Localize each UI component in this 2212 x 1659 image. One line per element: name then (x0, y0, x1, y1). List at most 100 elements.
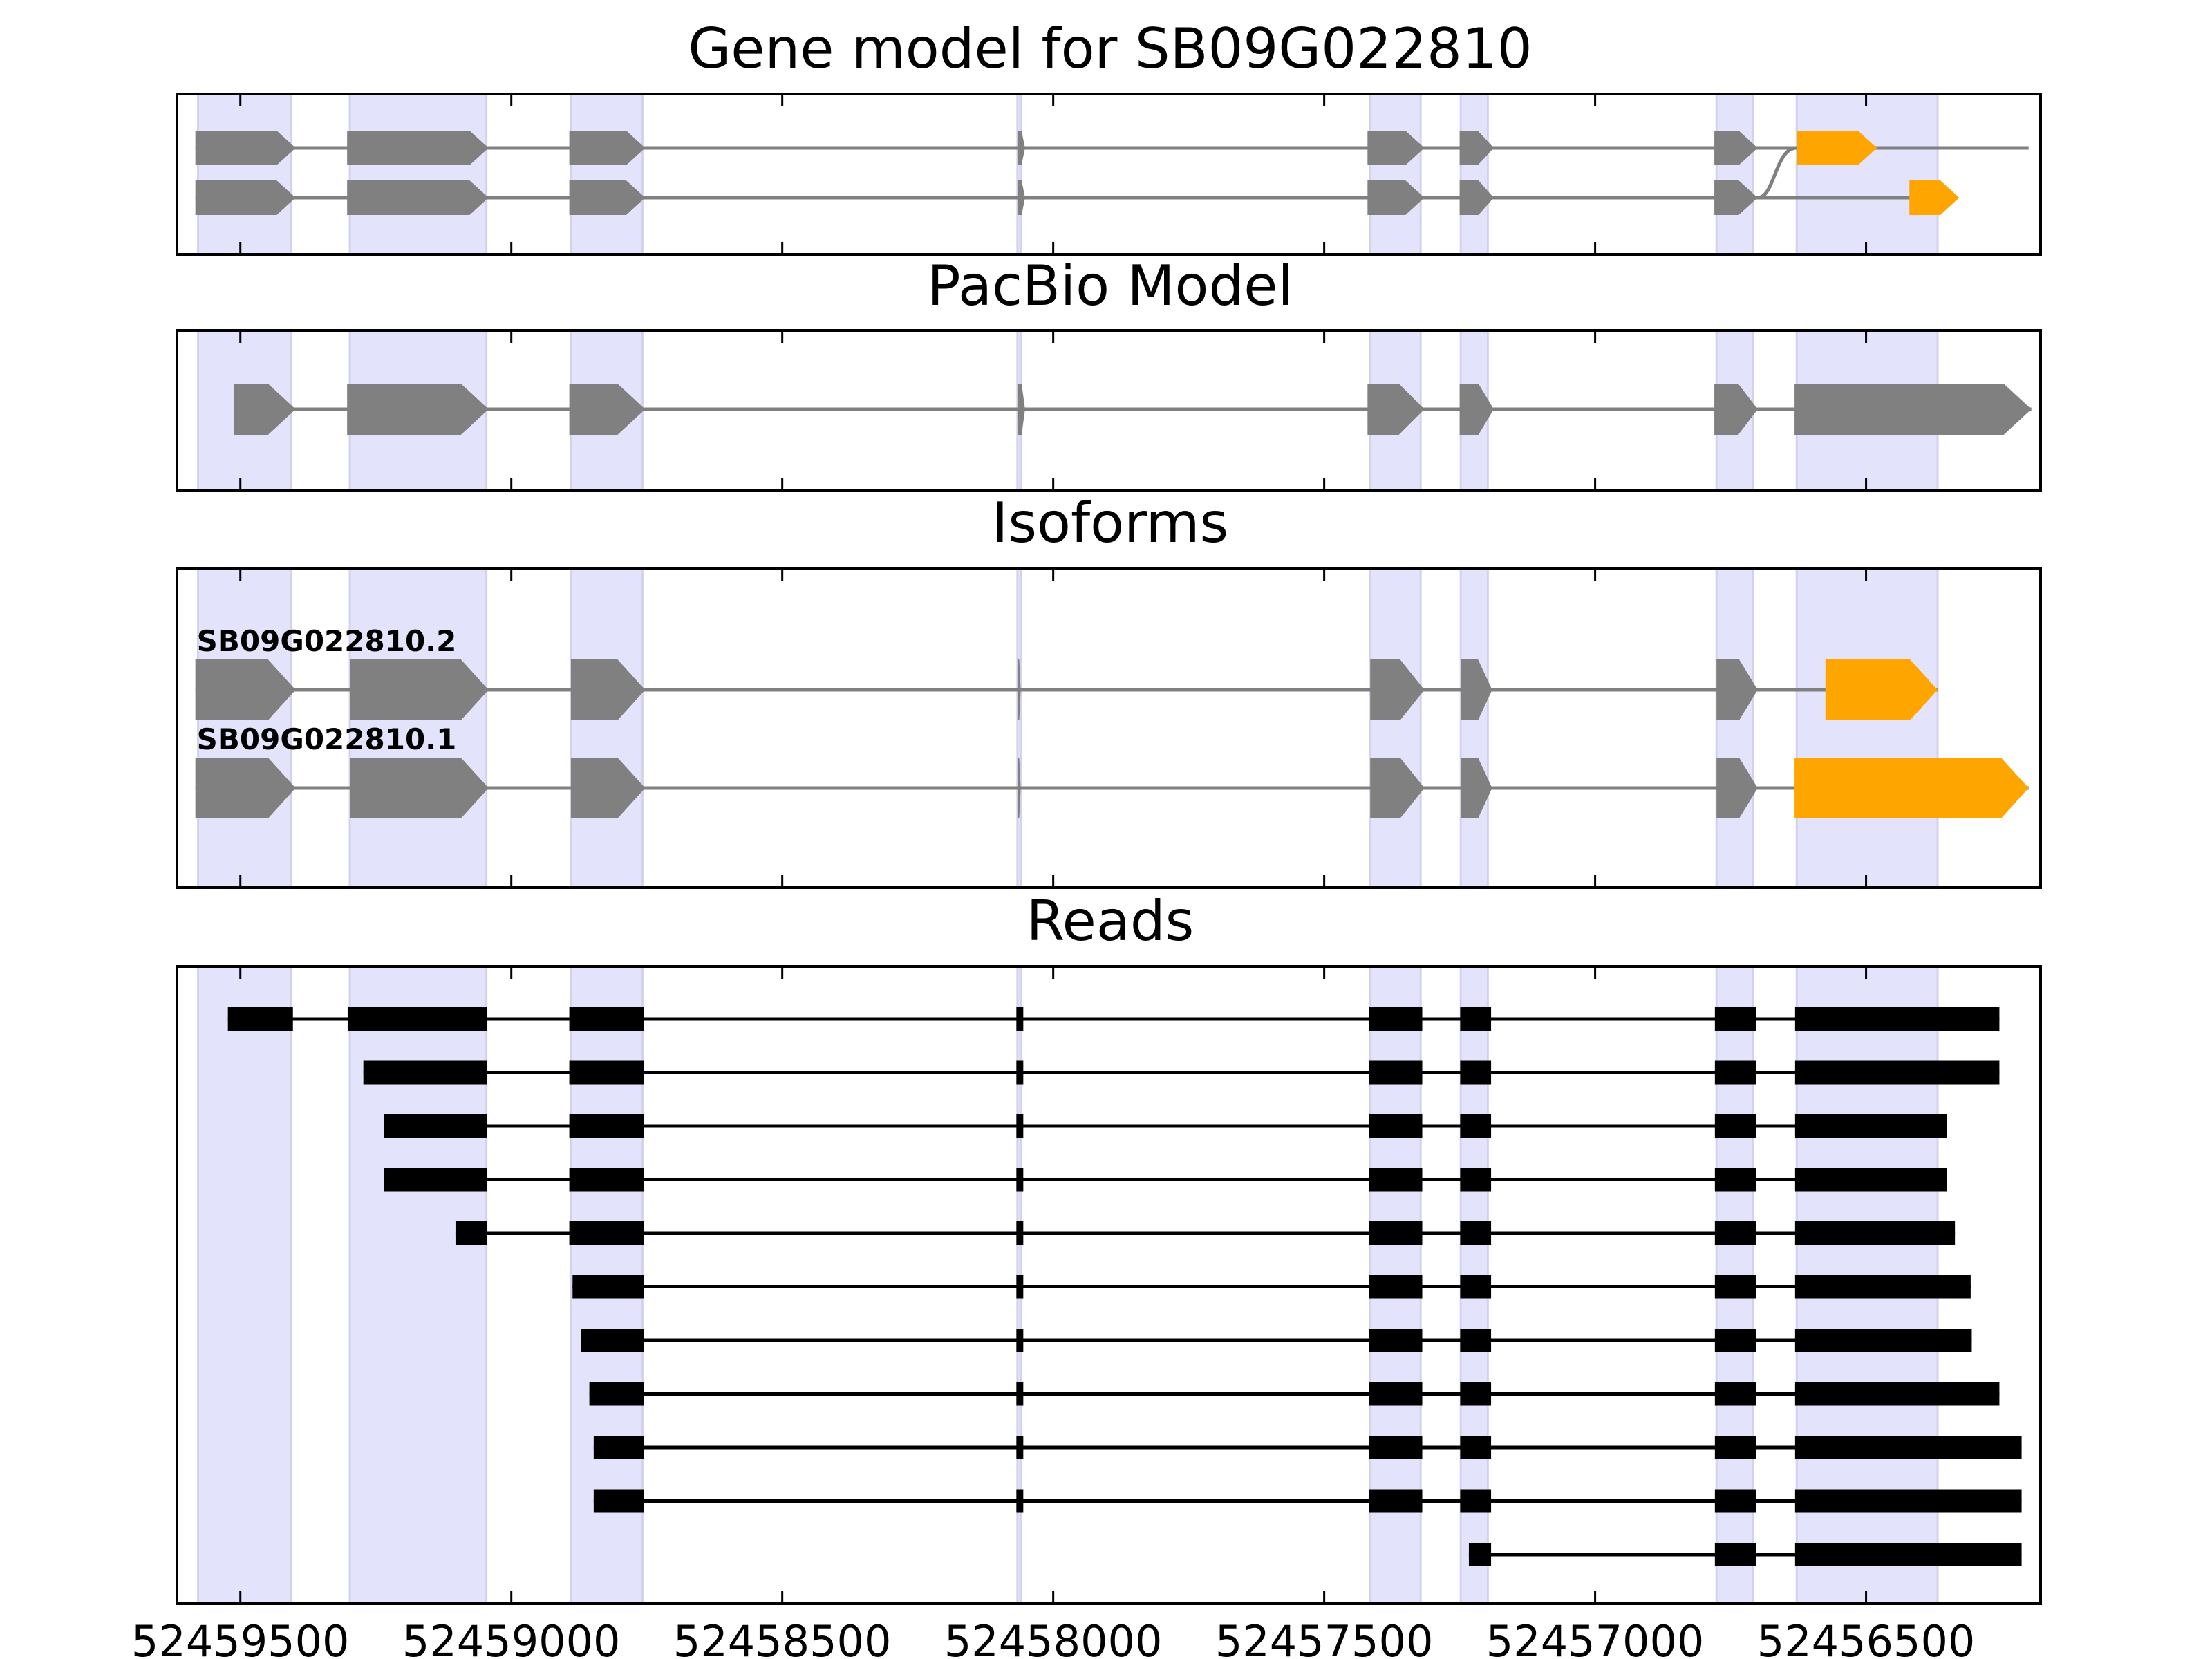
pacbio-transcripts (234, 384, 2032, 435)
read-block (1460, 1275, 1492, 1299)
x-tick-label: 52457000 (1486, 1616, 1705, 1659)
x-tick-label: 52459000 (402, 1616, 621, 1659)
cds-exon (1367, 131, 1425, 165)
utr-exon (1797, 131, 1877, 165)
cds-exon (569, 180, 646, 215)
cds-exon (195, 659, 296, 720)
read-block (569, 1221, 644, 1245)
read-block (572, 1275, 644, 1299)
exon-highlight-band (348, 567, 488, 889)
utr-exon (1825, 659, 1938, 720)
exon-highlight-band (348, 93, 488, 256)
read-block (1714, 1382, 1756, 1406)
isoform-label: SB09G022810.1 (197, 722, 457, 756)
read-block (1794, 1221, 1956, 1245)
cds-exon (1794, 384, 2032, 435)
cds-exon (1370, 659, 1425, 720)
isoforms-panel: SB09G022810.2 SB09G022810.1 (176, 567, 2042, 889)
read-block (363, 1060, 487, 1085)
read-block (1794, 1275, 1971, 1299)
exon-highlight-band (197, 93, 292, 256)
exon-highlight-band (1795, 567, 1939, 889)
read-block (1714, 1221, 1756, 1245)
exon-highlight-band (1715, 93, 1755, 256)
exon-highlight-band (1016, 93, 1022, 256)
read-block (1016, 1007, 1024, 1031)
read-block (1714, 1489, 1756, 1513)
read-block (1794, 1329, 1972, 1352)
read-block (1460, 1489, 1492, 1513)
read-block (1016, 1489, 1024, 1513)
read-block (1714, 1114, 1756, 1138)
read-block (1794, 1168, 1947, 1192)
cds-exon (1459, 180, 1494, 215)
gene-model-highlights (197, 93, 1939, 256)
read-block (1460, 1007, 1492, 1031)
read-block (347, 1007, 487, 1031)
read-block (1794, 1382, 2000, 1406)
read-block (1460, 1382, 1492, 1406)
read-block (1794, 1489, 2022, 1513)
reads-frame (176, 965, 2042, 1605)
read-block (1714, 1275, 1756, 1299)
isoforms-title: Isoforms (992, 491, 1228, 555)
read-block (569, 1168, 644, 1192)
read-block (1460, 1329, 1492, 1352)
read-block (1369, 1060, 1423, 1085)
read-block (593, 1436, 644, 1459)
read-block (1369, 1329, 1423, 1352)
read-block (1016, 1436, 1024, 1459)
cds-exon (1017, 131, 1025, 165)
cds-exon (1370, 758, 1425, 818)
isoforms-highlights (197, 567, 1939, 889)
read-block (1369, 1436, 1423, 1459)
read-block (1369, 1007, 1423, 1031)
read-block (1016, 1329, 1024, 1352)
read-block (1468, 1543, 1492, 1566)
cds-exon (347, 131, 489, 165)
read-block (384, 1114, 487, 1138)
read-block (455, 1221, 487, 1245)
gene-model-panel (176, 93, 2042, 256)
cds-exon (1017, 659, 1021, 720)
read-block (1016, 1060, 1024, 1085)
gene-model-transcripts (195, 131, 2029, 215)
splice-connector (1757, 146, 1797, 200)
read-block (1369, 1221, 1423, 1245)
read-block (593, 1489, 644, 1513)
read-block (1016, 1168, 1024, 1192)
read-block (1714, 1060, 1756, 1085)
isoforms-frame (176, 567, 2042, 889)
cds-exon (1017, 180, 1025, 215)
cds-exon (1367, 384, 1425, 435)
reads-tracks (227, 1007, 2022, 1566)
cds-exon (1461, 758, 1492, 818)
x-tick-label: 52458500 (673, 1616, 892, 1659)
isoform-label: SB09G022810.2 (197, 624, 457, 658)
pacbio-title: PacBio Model (927, 254, 1293, 318)
read-block (1369, 1489, 1423, 1513)
read-block (1369, 1114, 1423, 1138)
read-block (1016, 1221, 1024, 1245)
cds-exon (1017, 758, 1021, 818)
exon-highlight-band (1016, 567, 1022, 889)
x-axis-tick-labels: 52459500 52459000 52458500 52458000 52457500… (131, 1616, 1975, 1659)
cds-exon (570, 659, 646, 720)
gene-model-ticks (239, 94, 1868, 254)
cds-exon (569, 384, 646, 435)
read-block (569, 1060, 644, 1085)
pacbio-frame (176, 329, 2042, 492)
gene-model-frame (176, 93, 2042, 256)
reads-title: Reads (1027, 889, 1194, 953)
read-block (1460, 1060, 1492, 1085)
isoforms-ticks (239, 568, 1868, 888)
cds-exon (234, 384, 296, 435)
read-block (1369, 1382, 1423, 1406)
cds-exon (570, 758, 646, 818)
exon-highlight-band (1715, 567, 1755, 889)
read-block (1369, 1275, 1423, 1299)
utr-exon (1909, 180, 1960, 215)
read-block (581, 1329, 644, 1352)
read-block (1369, 1168, 1423, 1192)
